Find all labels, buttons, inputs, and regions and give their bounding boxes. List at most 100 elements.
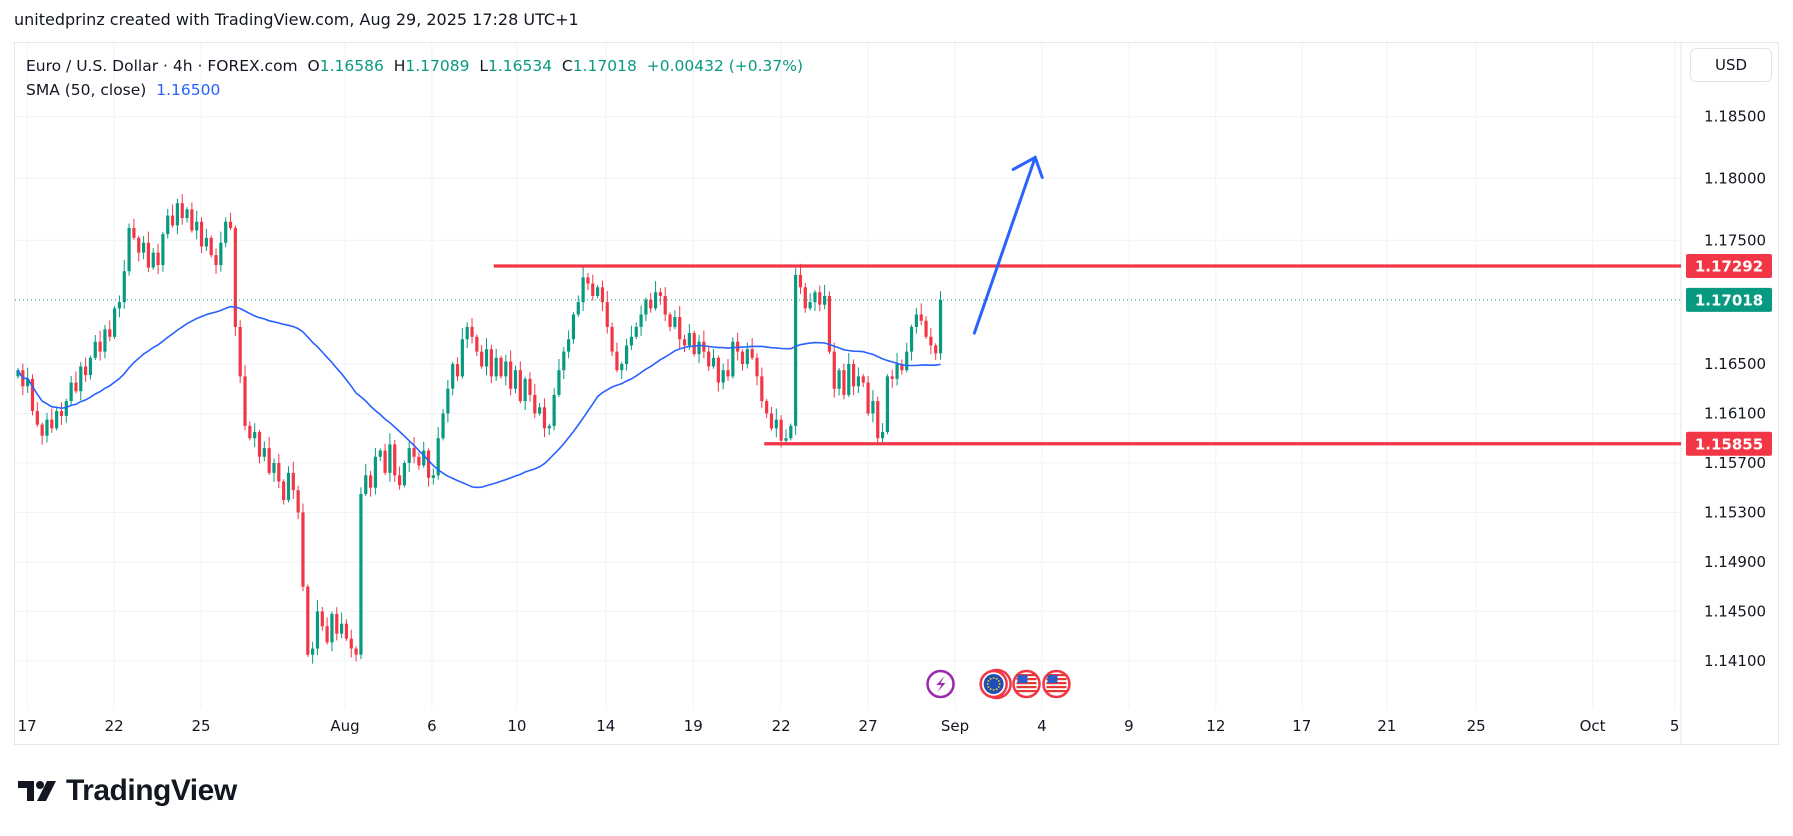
candle[interactable]: [311, 641, 315, 664]
us-flag-event-icon[interactable]: [1012, 669, 1041, 699]
candle[interactable]: [455, 357, 460, 381]
candle[interactable]: [509, 350, 513, 396]
candle[interactable]: [475, 334, 479, 357]
candle[interactable]: [161, 231, 165, 272]
candle[interactable]: [267, 436, 271, 476]
candle[interactable]: [900, 359, 904, 375]
candle[interactable]: [35, 402, 39, 427]
candle[interactable]: [166, 208, 170, 239]
candle[interactable]: [282, 479, 286, 505]
candle[interactable]: [813, 290, 817, 312]
candle[interactable]: [571, 312, 576, 344]
candle[interactable]: [523, 376, 527, 411]
candle[interactable]: [238, 320, 242, 384]
candle[interactable]: [880, 423, 885, 443]
candle[interactable]: [417, 452, 421, 470]
candle[interactable]: [837, 367, 841, 396]
candle[interactable]: [441, 409, 445, 441]
candle[interactable]: [711, 348, 716, 369]
candle[interactable]: [538, 402, 542, 416]
candle[interactable]: [55, 406, 59, 431]
candle[interactable]: [832, 342, 836, 398]
candle[interactable]: [219, 231, 223, 272]
candle[interactable]: [750, 338, 754, 361]
candle[interactable]: [726, 359, 730, 381]
candle[interactable]: [84, 357, 88, 382]
candle[interactable]: [909, 324, 914, 361]
candle[interactable]: [156, 243, 160, 274]
candle[interactable]: [716, 355, 720, 392]
candle[interactable]: [21, 363, 25, 396]
candle[interactable]: [40, 422, 44, 445]
candle[interactable]: [460, 328, 464, 379]
candle[interactable]: [204, 228, 208, 251]
us-flag-event-icon[interactable]: [1042, 669, 1071, 699]
candle[interactable]: [827, 291, 832, 354]
candle[interactable]: [692, 330, 696, 357]
candle[interactable]: [79, 362, 83, 401]
candle[interactable]: [30, 374, 35, 416]
candle[interactable]: [653, 281, 658, 311]
candle[interactable]: [914, 307, 918, 334]
candle[interactable]: [446, 379, 450, 423]
candle[interactable]: [146, 231, 151, 272]
candle[interactable]: [615, 342, 619, 373]
candle[interactable]: [291, 461, 295, 500]
candle[interactable]: [113, 306, 117, 340]
candle[interactable]: [644, 297, 648, 322]
candle[interactable]: [16, 367, 20, 379]
candle[interactable]: [74, 371, 78, 394]
candle[interactable]: [567, 330, 571, 359]
candle[interactable]: [117, 295, 122, 318]
candle[interactable]: [504, 354, 508, 386]
candle[interactable]: [426, 448, 431, 487]
candle[interactable]: [26, 367, 30, 393]
candle[interactable]: [301, 503, 305, 592]
candle[interactable]: [871, 389, 875, 423]
candle[interactable]: [866, 375, 870, 416]
candle[interactable]: [818, 285, 822, 312]
candle[interactable]: [233, 225, 237, 336]
candle[interactable]: [610, 322, 614, 357]
candle[interactable]: [315, 600, 320, 656]
candle[interactable]: [562, 347, 566, 380]
candle[interactable]: [175, 198, 179, 235]
candle[interactable]: [760, 367, 764, 408]
candle[interactable]: [740, 349, 745, 371]
candle[interactable]: [480, 344, 484, 369]
candle[interactable]: [794, 268, 798, 435]
candle[interactable]: [108, 320, 112, 342]
candle[interactable]: [286, 466, 291, 503]
candle[interactable]: [69, 375, 73, 406]
candle[interactable]: [755, 353, 759, 386]
candle[interactable]: [924, 316, 928, 340]
candle[interactable]: [557, 359, 561, 398]
lightning-event-icon[interactable]: [926, 669, 955, 699]
candle[interactable]: [243, 365, 247, 431]
candle[interactable]: [552, 388, 556, 431]
candle[interactable]: [513, 365, 518, 394]
candle[interactable]: [296, 485, 300, 520]
candle[interactable]: [103, 324, 107, 359]
candle[interactable]: [349, 629, 353, 658]
candle[interactable]: [214, 248, 218, 274]
candle[interactable]: [330, 611, 334, 652]
candle[interactable]: [798, 263, 803, 294]
candle[interactable]: [707, 347, 711, 371]
candle[interactable]: [624, 338, 629, 371]
candle[interactable]: [668, 312, 672, 332]
candle[interactable]: [122, 260, 126, 309]
candle[interactable]: [721, 363, 725, 390]
candle[interactable]: [542, 398, 547, 438]
candle[interactable]: [885, 374, 889, 435]
candle[interactable]: [847, 352, 851, 398]
candle[interactable]: [402, 460, 406, 488]
candle[interactable]: [190, 202, 194, 233]
candle[interactable]: [934, 343, 938, 361]
candle[interactable]: [141, 236, 146, 260]
candle[interactable]: [586, 272, 590, 291]
candle[interactable]: [489, 344, 493, 384]
candle[interactable]: [533, 383, 537, 418]
candle[interactable]: [596, 285, 600, 299]
sma-label[interactable]: SMA (50, close): [26, 81, 147, 99]
